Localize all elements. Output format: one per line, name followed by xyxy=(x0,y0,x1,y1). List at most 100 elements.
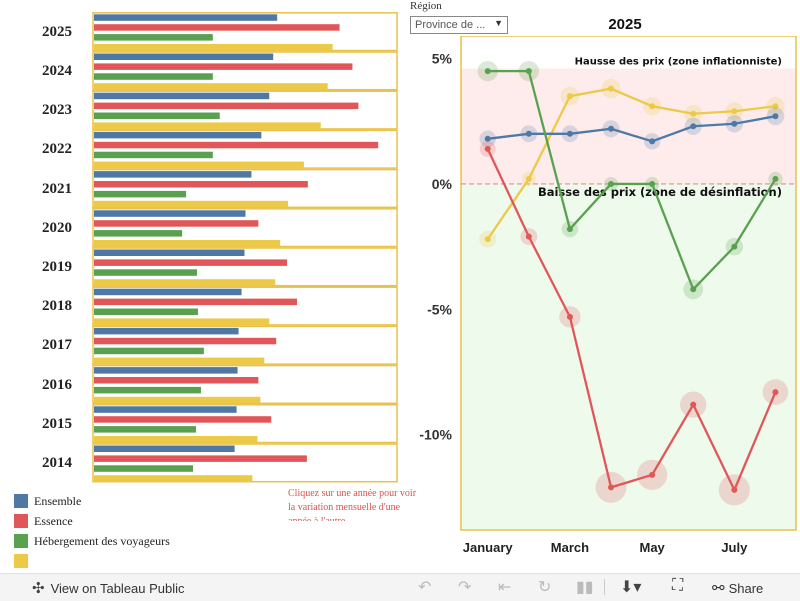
data-point[interactable] xyxy=(525,68,532,75)
bar[interactable] xyxy=(94,122,321,129)
bar[interactable] xyxy=(94,377,259,384)
data-point[interactable] xyxy=(731,486,738,493)
line-series-ensemble[interactable] xyxy=(479,107,785,150)
bar-group-2017[interactable] xyxy=(92,325,398,365)
bar[interactable] xyxy=(94,73,213,80)
bar[interactable] xyxy=(94,102,359,110)
year-label[interactable]: 2015 xyxy=(42,415,72,432)
data-point[interactable] xyxy=(731,120,738,127)
data-point[interactable] xyxy=(690,110,697,117)
refresh-icon[interactable]: ↻ xyxy=(538,579,552,596)
data-point[interactable] xyxy=(566,130,573,137)
data-point[interactable] xyxy=(731,108,738,115)
bar[interactable] xyxy=(94,416,272,423)
data-point[interactable] xyxy=(525,175,532,182)
year-label[interactable]: 2025 xyxy=(42,23,72,40)
bar[interactable] xyxy=(94,337,277,345)
year-label[interactable]: 2023 xyxy=(42,102,72,119)
bar[interactable] xyxy=(94,220,259,227)
line-series-hébergement-des-voyageurs[interactable] xyxy=(477,60,783,300)
year-label[interactable]: 2016 xyxy=(42,376,72,393)
data-point[interactable] xyxy=(649,138,656,145)
data-point[interactable] xyxy=(484,68,491,75)
year-label[interactable]: 2020 xyxy=(42,219,72,236)
year-label[interactable]: 2014 xyxy=(42,455,72,471)
bar[interactable] xyxy=(94,151,213,159)
data-point[interactable] xyxy=(525,233,532,240)
line-series-unnamed[interactable] xyxy=(479,78,785,248)
bar[interactable] xyxy=(94,327,239,335)
bar[interactable] xyxy=(94,298,297,306)
bar[interactable] xyxy=(94,436,258,443)
data-point[interactable] xyxy=(566,226,573,233)
revert-icon[interactable]: ⇤ xyxy=(498,579,512,596)
bar[interactable] xyxy=(94,357,265,365)
year-label[interactable]: 2022 xyxy=(42,141,72,158)
data-point[interactable] xyxy=(484,135,491,142)
bar[interactable] xyxy=(94,181,308,188)
bar[interactable] xyxy=(94,386,201,394)
data-point[interactable] xyxy=(566,313,573,320)
bar[interactable] xyxy=(94,24,340,31)
data-point[interactable] xyxy=(772,103,779,110)
line-series-essence[interactable] xyxy=(479,140,789,506)
bar[interactable] xyxy=(94,249,245,257)
data-point[interactable] xyxy=(649,103,656,110)
bar[interactable] xyxy=(94,279,276,286)
data-point[interactable] xyxy=(772,389,779,396)
data-point[interactable] xyxy=(484,145,491,152)
data-point[interactable] xyxy=(608,125,615,132)
bar[interactable] xyxy=(94,367,238,374)
bar[interactable] xyxy=(94,445,235,453)
bar[interactable] xyxy=(94,200,289,208)
pause-icon[interactable]: ▮▮ xyxy=(576,579,594,596)
bar-group-2025[interactable] xyxy=(92,12,398,52)
bar[interactable] xyxy=(94,44,333,51)
data-point[interactable] xyxy=(525,130,532,137)
bar-group-2018[interactable] xyxy=(92,286,398,326)
data-point[interactable] xyxy=(608,180,615,187)
bar-group-2016[interactable] xyxy=(92,364,398,405)
bar-group-2014[interactable] xyxy=(92,443,398,483)
year-label[interactable]: 2019 xyxy=(42,259,72,275)
download-icon[interactable]: ⬇▾ xyxy=(620,579,642,596)
bar[interactable] xyxy=(94,230,183,237)
bar[interactable] xyxy=(94,34,213,41)
view-on-tableau-public-button[interactable]: ✣ View on Tableau Public xyxy=(32,579,185,597)
data-point[interactable] xyxy=(690,123,697,130)
bar[interactable] xyxy=(94,318,270,325)
bar-group-2022[interactable] xyxy=(92,129,398,169)
data-point[interactable] xyxy=(649,180,656,187)
bar[interactable] xyxy=(94,141,379,149)
data-point[interactable] xyxy=(649,471,656,478)
undo-icon[interactable]: ↶ xyxy=(418,579,432,596)
data-point[interactable] xyxy=(731,243,738,250)
data-point[interactable] xyxy=(772,175,779,182)
bar-group-2024[interactable] xyxy=(92,51,398,91)
data-point[interactable] xyxy=(772,113,779,120)
bar-chart[interactable] xyxy=(92,12,398,484)
bar[interactable] xyxy=(94,308,198,316)
bar[interactable] xyxy=(94,210,246,217)
bar[interactable] xyxy=(94,259,288,266)
bar[interactable] xyxy=(94,288,242,296)
bar[interactable] xyxy=(94,455,307,462)
bar[interactable] xyxy=(94,396,261,404)
bar[interactable] xyxy=(94,112,220,120)
year-label[interactable]: 2018 xyxy=(42,298,72,315)
bar[interactable] xyxy=(94,190,187,198)
data-point[interactable] xyxy=(690,401,697,408)
bar[interactable] xyxy=(94,92,270,100)
line-chart[interactable]: 5% 0% -5% -10% January March May July Hausse des… xyxy=(400,36,800,566)
bar-group-2021[interactable] xyxy=(92,168,398,209)
bar[interactable] xyxy=(94,53,274,61)
bar[interactable] xyxy=(94,347,204,355)
bar[interactable] xyxy=(94,14,278,21)
bar[interactable] xyxy=(94,63,353,70)
bar[interactable] xyxy=(94,83,328,90)
region-select[interactable]: Province de ... ▼ xyxy=(410,16,508,34)
year-label[interactable]: 2024 xyxy=(42,63,72,79)
data-point[interactable] xyxy=(608,484,615,491)
bar-group-2019[interactable] xyxy=(92,247,398,287)
bar-group-2015[interactable] xyxy=(92,404,398,444)
